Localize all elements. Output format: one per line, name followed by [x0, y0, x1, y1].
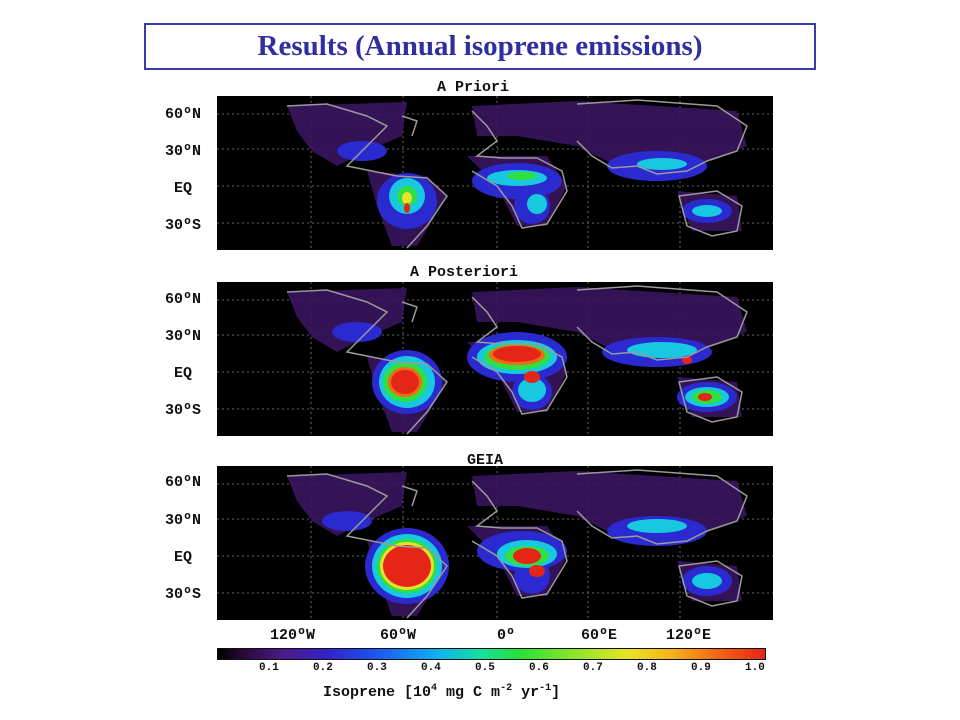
colorbar-tick: 0.5 — [475, 662, 495, 674]
lat-label: 60ºN — [165, 106, 202, 123]
lat-label: EQ — [174, 549, 193, 566]
lon-label: 120ºW — [270, 627, 316, 644]
colorbar-tick: 0.6 — [529, 662, 549, 674]
lat-label: 30ºN — [165, 328, 202, 345]
colorbar-tick: 0.2 — [313, 662, 333, 674]
lat-label: EQ — [174, 180, 193, 197]
lat-label: 60ºN — [165, 474, 202, 491]
colorbar-tick: 0.1 — [259, 662, 279, 674]
colorbar-tick: 0.4 — [421, 662, 441, 674]
map-geia — [217, 466, 773, 620]
panel-title-a-posteriori: A Posteriori — [410, 264, 519, 281]
lat-label: 60ºN — [165, 291, 202, 308]
lon-label: 60ºE — [581, 627, 618, 644]
map-a-posteriori — [217, 282, 773, 436]
lat-label: 30ºN — [165, 512, 202, 529]
lat-label: 30ºN — [165, 143, 202, 160]
panel-title-geia: GEIA — [467, 452, 504, 469]
lon-label: 60ºW — [380, 627, 417, 644]
lat-label: 30ºS — [165, 402, 202, 419]
map-a-priori — [217, 96, 773, 250]
panel-title-a-priori: A Priori — [437, 79, 510, 96]
lat-label: 30ºS — [165, 586, 202, 603]
colorbar-tick: 1.0 — [745, 662, 765, 674]
title-box: Results (Annual isoprene emissions) — [144, 23, 816, 70]
lat-label: EQ — [174, 365, 193, 382]
colorbar-tick: 0.3 — [367, 662, 387, 674]
colorbar-label: Isoprene [104 mg C m-2 yr-1] — [323, 683, 561, 701]
lat-label: 30ºS — [165, 217, 202, 234]
colorbar-tick: 0.9 — [691, 662, 711, 674]
lon-label: 0º — [497, 627, 516, 644]
colorbar — [217, 648, 766, 660]
slide-title: Results (Annual isoprene emissions) — [257, 30, 703, 62]
colorbar-tick: 0.8 — [637, 662, 657, 674]
colorbar-tick: 0.7 — [583, 662, 603, 674]
lon-label: 120ºE — [666, 627, 712, 644]
